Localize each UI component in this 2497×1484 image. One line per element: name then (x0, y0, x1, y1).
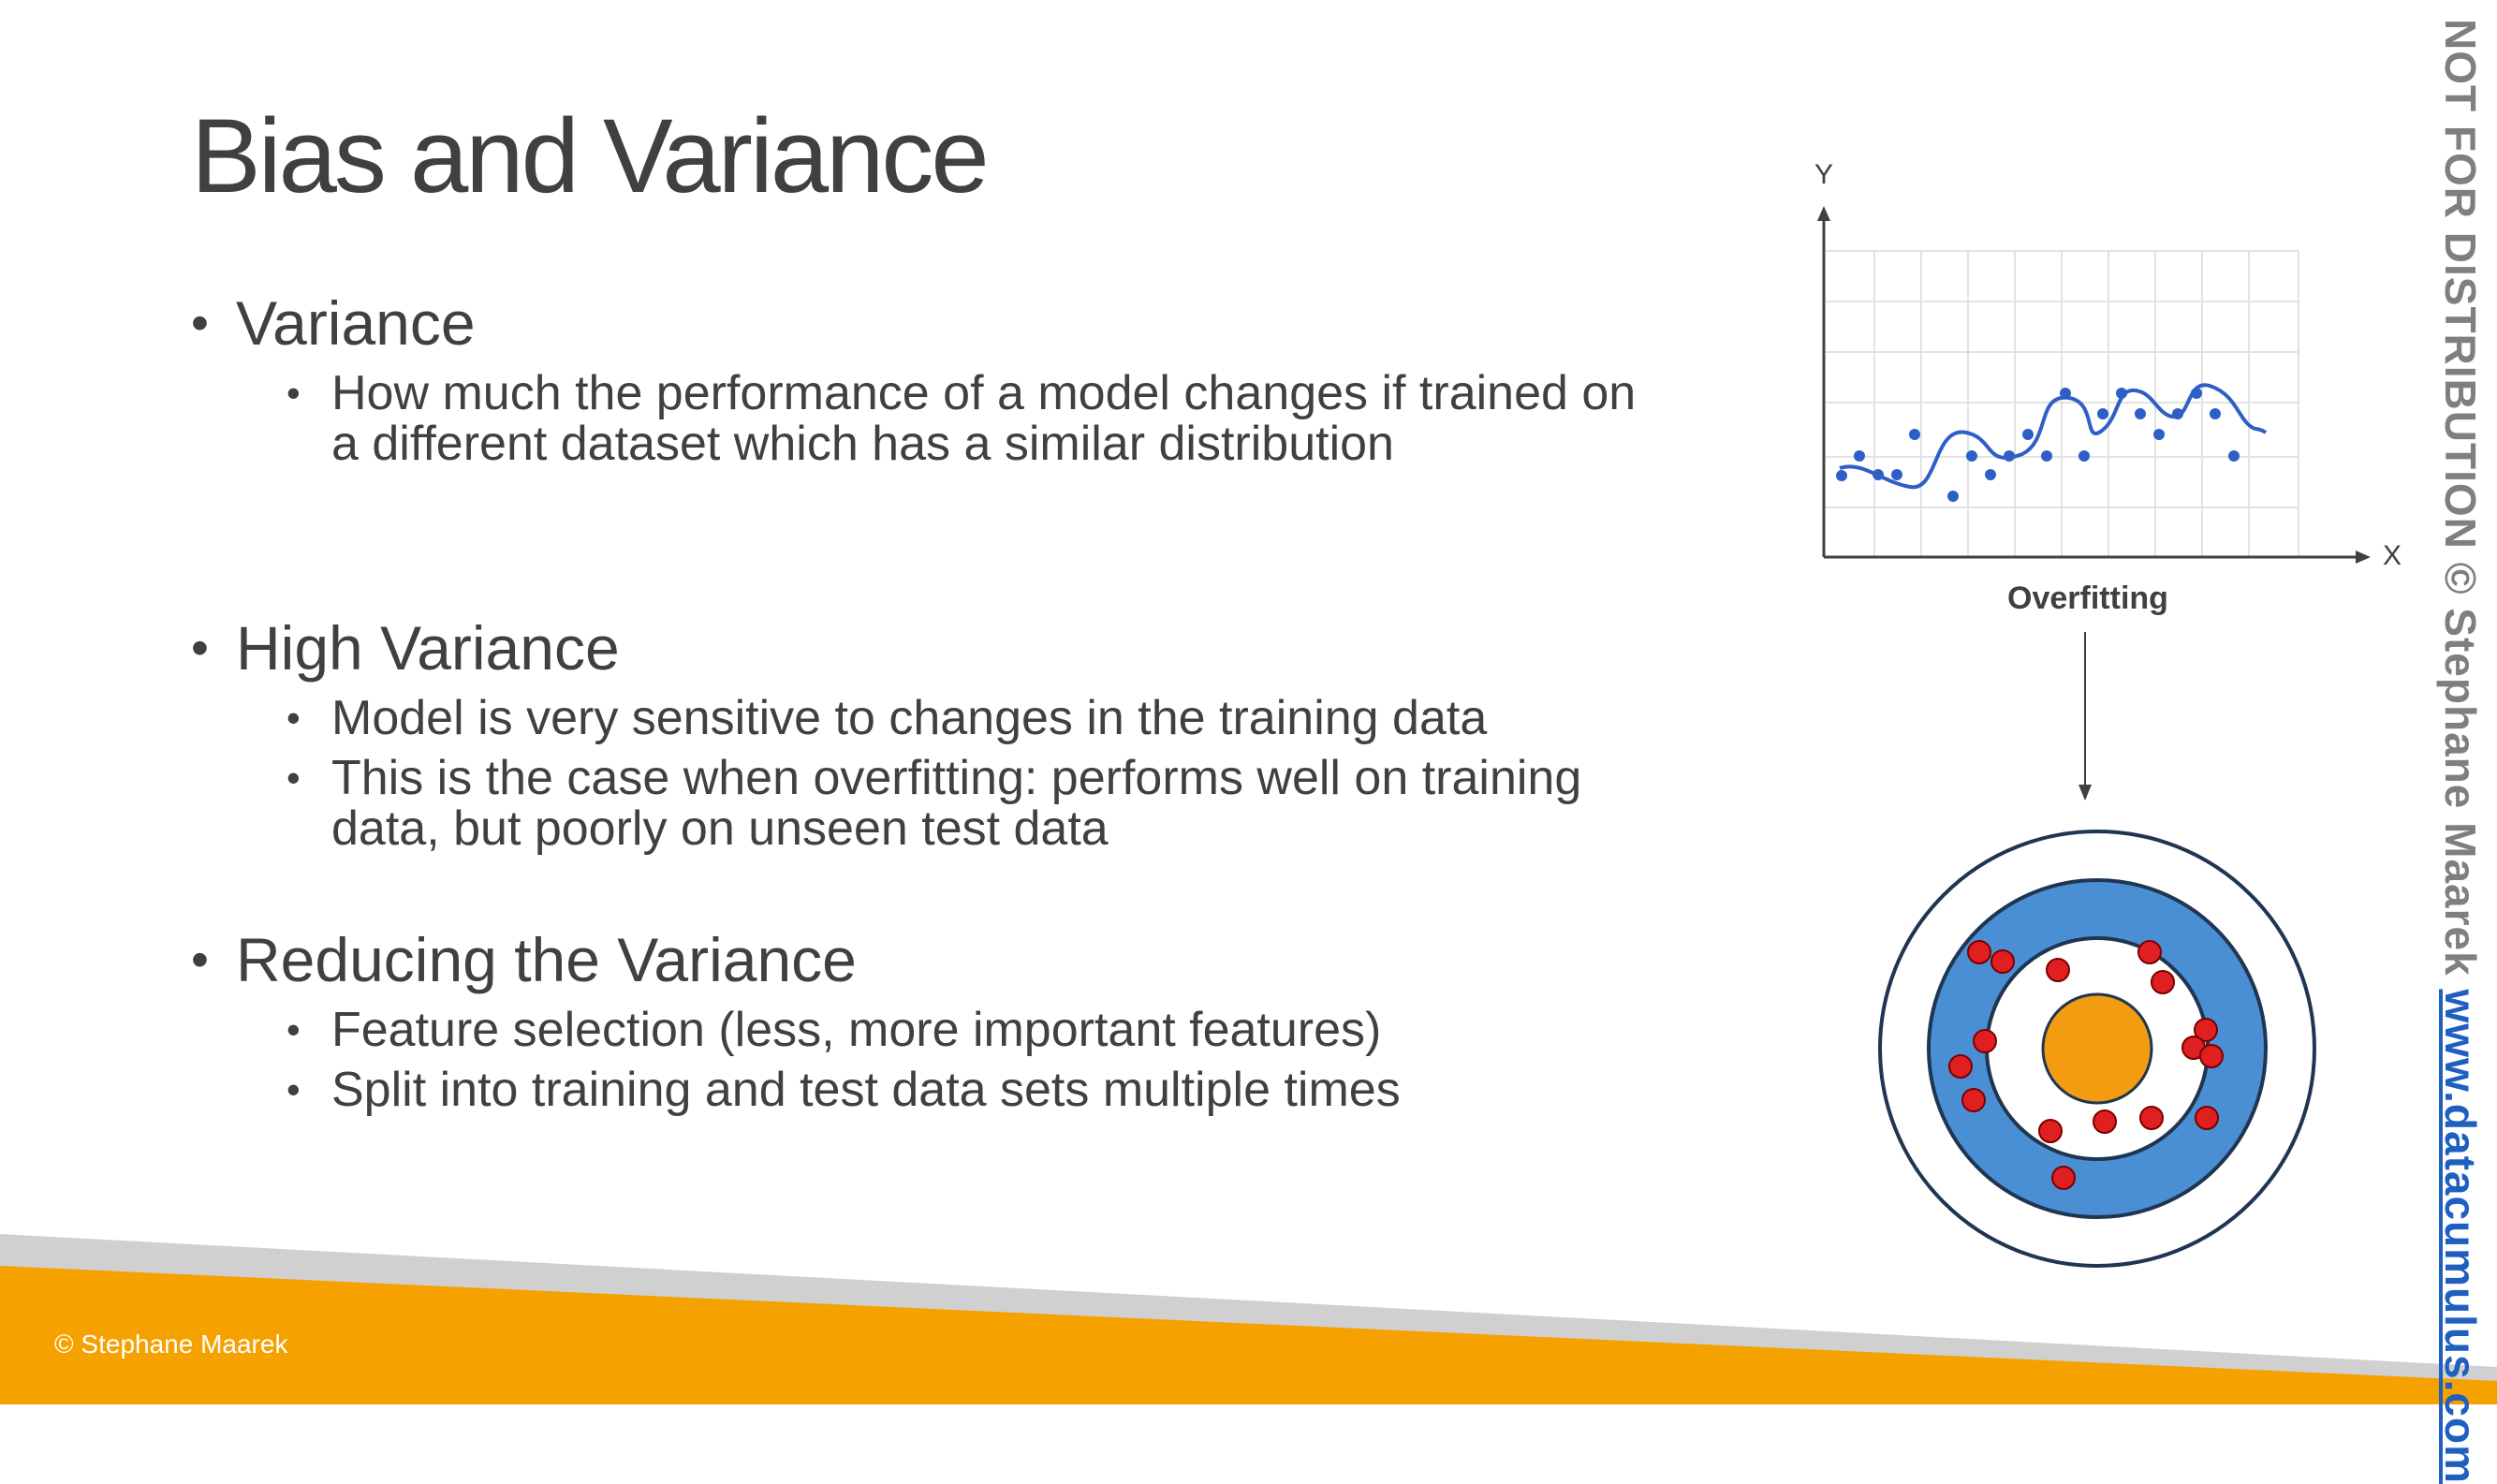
section-variance: Variance • How much the performance of a… (191, 286, 1636, 478)
sub-bullet: • This is the case when overfitting: per… (286, 751, 1642, 856)
sub-bullet-text: This is the case when overfitting: perfo… (331, 751, 1582, 856)
background-graphics (0, 206, 2497, 1404)
footer-copyright: © Stephane Maarek (54, 1330, 288, 1359)
sub-bullet-text: Model is very sensitive to changes in th… (331, 691, 1488, 745)
sub-bullet: • Split into training and test data sets… (286, 1063, 1642, 1117)
slide-title: Bias and Variance (191, 97, 990, 214)
plot-grid (1826, 250, 2299, 557)
bullet-icon: • (286, 696, 301, 740)
section-reducing-variance: Reducing the Variance • Feature selectio… (191, 922, 1614, 1124)
orange-band (0, 1266, 2497, 1404)
sub-bullet-text: How much the performance of a model chan… (331, 366, 1637, 471)
target-hits (1948, 940, 2224, 1190)
x-axis-arrow-icon (2356, 551, 2371, 564)
section-heading: Reducing the Variance (191, 922, 1614, 997)
sub-bullet: • Model is very sensitive to changes in … (286, 691, 1642, 745)
watermark-link[interactable]: www.datacumulus.com (2436, 989, 2485, 1484)
bullet-icon: • (286, 371, 301, 415)
figure-caption: Overfitting (2007, 580, 2168, 616)
bullet-icon: • (286, 1067, 301, 1111)
watermark-text: NOT FOR DISTRIBUTION © Stephane Maarek (2436, 19, 2485, 990)
overfitting-plot (1817, 206, 2371, 564)
section-high-variance: High Variance • Model is very sensitive … (191, 610, 1614, 863)
y-axis-arrow-icon (1817, 206, 1830, 221)
sub-bullet: • How much the performance of a model ch… (286, 366, 1642, 471)
bullet-icon: • (286, 1007, 301, 1051)
sub-bullet-text: Feature selection (less, more important … (331, 1003, 1382, 1057)
fitted-curve (1839, 383, 2268, 490)
section-heading: High Variance (191, 610, 1614, 685)
section-heading: Variance (191, 286, 1614, 360)
bullet-icon: • (286, 756, 301, 800)
target-bullseye (2041, 992, 2153, 1105)
target-diagram (1878, 830, 2316, 1268)
sub-bullet: • Feature selection (less, more importan… (286, 1003, 1642, 1057)
watermark: NOT FOR DISTRIBUTION © Stephane Maarek w… (2430, 19, 2486, 1484)
sub-bullet-text: Split into training and test data sets m… (331, 1063, 1401, 1117)
data-points (1836, 388, 2240, 502)
down-arrow-icon (2078, 785, 2092, 801)
y-axis-label: Y (1814, 159, 1834, 190)
x-axis-label: X (2383, 540, 2402, 571)
